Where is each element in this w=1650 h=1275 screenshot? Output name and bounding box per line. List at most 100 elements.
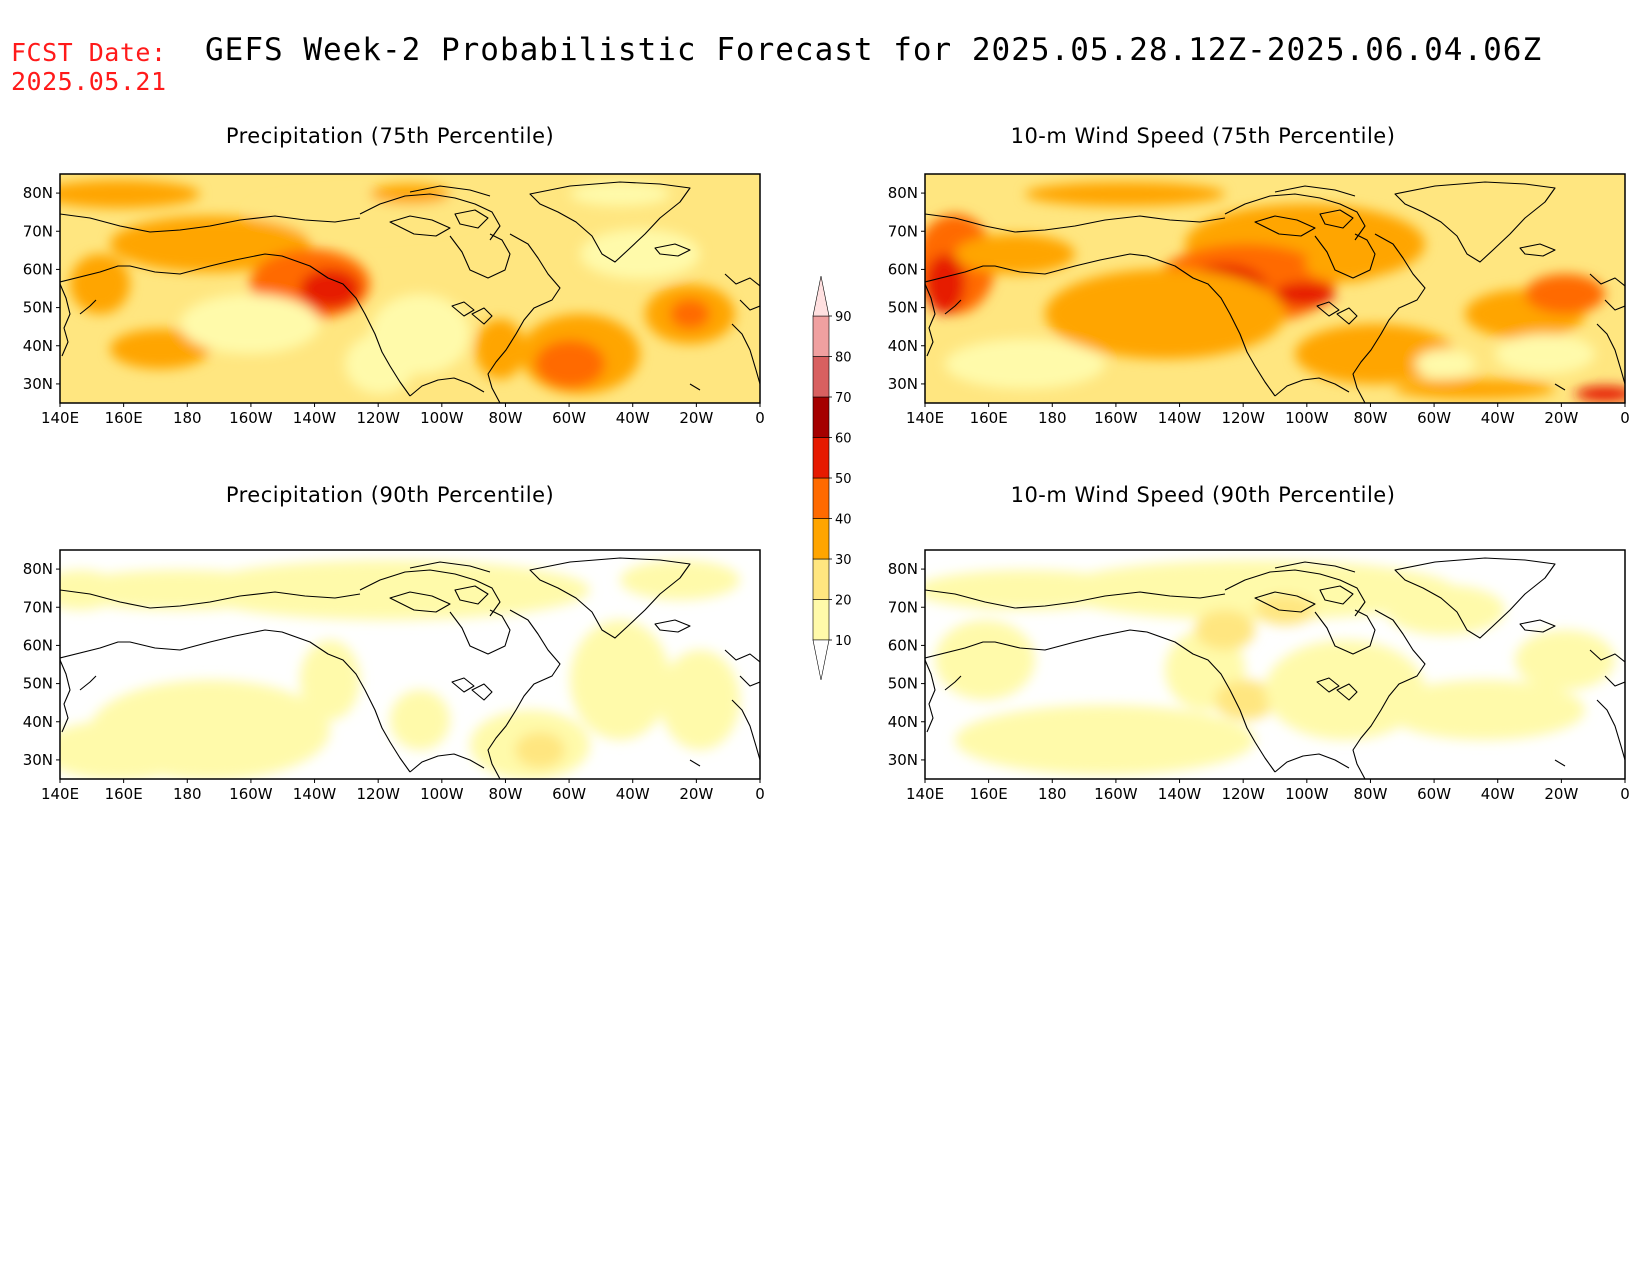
- colorbar-label: 40: [835, 513, 852, 528]
- map-panel-precip75: [60, 174, 760, 403]
- lon-tick-label: 20W: [1544, 785, 1578, 803]
- lat-tick-label: 60N: [23, 636, 53, 654]
- probability-region: [1025, 182, 1225, 206]
- lat-tick-label: 50N: [888, 675, 918, 693]
- colorbar-label: 90: [835, 310, 852, 325]
- lat-tick-label: 80N: [888, 184, 918, 202]
- lat-tick-label: 40N: [23, 713, 53, 731]
- lat-tick-label: 70N: [23, 222, 53, 240]
- probability-region: [1385, 585, 1505, 635]
- colorbar-label: 30: [835, 553, 852, 568]
- lat-tick-label: 30N: [888, 375, 918, 393]
- lon-tick-label: 40W: [1481, 409, 1515, 427]
- probability-region: [1045, 269, 1285, 359]
- probability-region: [390, 690, 450, 750]
- map-panel-wind75: [925, 174, 1625, 403]
- lon-tick-label: 140E: [41, 785, 79, 803]
- probability-region: [1575, 386, 1625, 402]
- colorbar-bin: [812, 396, 830, 438]
- probability-region: [1085, 274, 1165, 334]
- probability-region: [110, 216, 310, 272]
- lon-tick-label: 140W: [293, 409, 337, 427]
- lon-tick-label: 120W: [356, 409, 400, 427]
- colorbar-bin: [812, 477, 830, 519]
- probability-region: [925, 570, 1135, 610]
- lon-tick-label: 160W: [229, 785, 273, 803]
- colorbar: 10 20 30 40 50 60 70 80 90: [812, 275, 852, 681]
- lon-tick-label: 80W: [1353, 785, 1387, 803]
- probability-region: [60, 720, 200, 779]
- probability-region: [110, 329, 210, 369]
- lon-tick-label: 20W: [1544, 409, 1578, 427]
- lon-tick-label: 80W: [488, 785, 522, 803]
- colorbar-label: 10: [835, 634, 852, 649]
- lat-tick-label: 30N: [23, 375, 53, 393]
- probability-region: [345, 334, 415, 394]
- panel-title-precip90: Precipitation (90th Percentile): [225, 483, 555, 507]
- lon-tick-label: 160E: [970, 785, 1008, 803]
- lat-tick-label: 80N: [23, 560, 53, 578]
- lat-tick-label: 50N: [888, 299, 918, 317]
- probability-region: [60, 570, 120, 610]
- colorbar-label: 50: [835, 472, 852, 487]
- lat-tick-label: 80N: [23, 184, 53, 202]
- probability-region: [300, 269, 360, 309]
- probability-region: [535, 340, 605, 388]
- lon-tick-label: 40W: [1481, 785, 1515, 803]
- lon-tick-label: 60W: [552, 785, 586, 803]
- lon-tick-label: 120W: [356, 785, 400, 803]
- lon-tick-label: 180: [1038, 409, 1067, 427]
- probability-region: [1265, 640, 1425, 740]
- map-panel-wind90: [925, 550, 1625, 779]
- probability-region: [945, 339, 1105, 389]
- probability-region: [955, 234, 1075, 274]
- lon-tick-label: 140W: [293, 785, 337, 803]
- colorbar-bin: [812, 558, 830, 600]
- lon-tick-label: 160W: [1094, 409, 1138, 427]
- lon-tick-label: 160E: [105, 409, 143, 427]
- lon-tick-label: 140E: [906, 409, 944, 427]
- forecast-date-block: FCST Date: 2025.05.21: [11, 38, 167, 96]
- colorbar-label: 80: [835, 351, 852, 366]
- colorbar-bin: [812, 356, 830, 398]
- map-frame: [924, 173, 1626, 404]
- probability-region: [580, 229, 700, 279]
- lat-tick-label: 30N: [888, 751, 918, 769]
- probability-region: [955, 705, 1255, 775]
- lat-tick-label: 60N: [888, 260, 918, 278]
- lon-tick-label: 160E: [105, 785, 143, 803]
- probability-region: [1495, 334, 1595, 374]
- lon-tick-label: 80W: [1353, 409, 1387, 427]
- lon-tick-label: 180: [1038, 785, 1067, 803]
- probability-region: [1395, 379, 1555, 399]
- panel-title-wind90: 10-m Wind Speed (90th Percentile): [1010, 483, 1396, 507]
- lon-tick-label: 100W: [420, 409, 464, 427]
- lon-tick-label: 20W: [679, 409, 713, 427]
- probability-region: [70, 254, 130, 314]
- colorbar-bin: [812, 518, 830, 560]
- lon-tick-label: 0: [1620, 409, 1630, 427]
- colorbar-bin: [812, 315, 830, 357]
- lon-tick-label: 0: [1620, 785, 1630, 803]
- lon-tick-label: 60W: [1417, 785, 1451, 803]
- lon-tick-label: 80W: [488, 409, 522, 427]
- probability-region: [300, 640, 360, 720]
- map-frame: [59, 549, 761, 780]
- colorbar-label: 60: [835, 432, 852, 447]
- probability-region: [570, 182, 670, 206]
- colorbar-bin: [812, 599, 830, 641]
- lat-tick-label: 50N: [23, 299, 53, 317]
- probability-region: [570, 620, 670, 740]
- probability-region: [1195, 610, 1255, 650]
- probability-region: [660, 650, 740, 750]
- probability-region: [1385, 680, 1585, 740]
- lon-tick-label: 60W: [1417, 409, 1451, 427]
- lon-tick-label: 0: [755, 409, 765, 427]
- lon-tick-label: 140W: [1158, 785, 1202, 803]
- lat-tick-label: 80N: [888, 560, 918, 578]
- probability-region: [1415, 349, 1475, 379]
- lat-tick-label: 50N: [23, 675, 53, 693]
- lon-tick-label: 60W: [552, 409, 586, 427]
- colorbar-top-arrow: [812, 275, 830, 317]
